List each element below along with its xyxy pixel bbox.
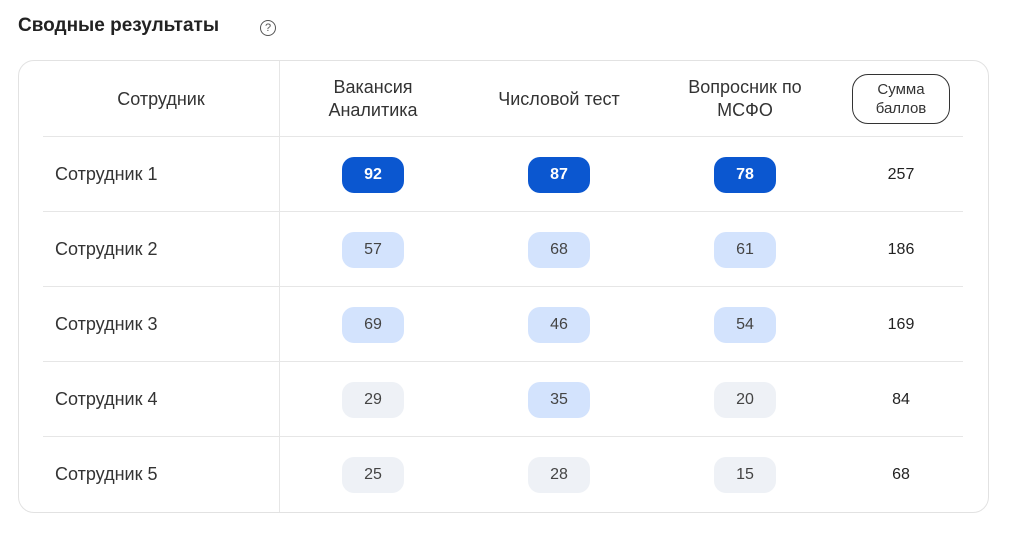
header-text: Числовой тест <box>498 88 620 109</box>
employee-name: Сотрудник 1 <box>55 164 158 184</box>
score-badge: 20 <box>714 381 776 418</box>
score-badge: 25 <box>342 456 404 493</box>
help-icon[interactable]: ? <box>260 20 276 36</box>
total-score: 68 <box>892 465 910 483</box>
score-cell: 29 <box>323 362 423 437</box>
total-score: 186 <box>887 240 915 258</box>
header-text: Сотрудник <box>117 88 205 109</box>
score-cell: 61 <box>695 212 795 287</box>
score-cell: 46 <box>509 287 609 362</box>
score-badge: 35 <box>528 381 590 418</box>
total-score: 169 <box>887 315 915 333</box>
employee-name: Сотрудник 2 <box>55 239 158 259</box>
score-cell: 68 <box>509 212 609 287</box>
column-header: Числовой тест <box>466 61 652 137</box>
score-badge: 28 <box>528 456 590 493</box>
score-badge: 46 <box>528 306 590 343</box>
column-header: Сумма баллов <box>808 61 994 137</box>
score-badge: 61 <box>714 231 776 268</box>
score-badge: 15 <box>714 456 776 493</box>
score-badge: 57 <box>342 231 404 268</box>
row-divider <box>43 286 963 287</box>
header-text: Вопросник по МСФО <box>688 77 802 120</box>
score-badge: 68 <box>528 231 590 268</box>
score-cell: 25 <box>323 437 423 512</box>
column-header: Сотрудник <box>68 61 254 137</box>
page-title: Сводные результаты <box>18 15 220 36</box>
score-cell: 54 <box>695 287 795 362</box>
total-score: 257 <box>887 165 915 183</box>
row-divider <box>43 361 963 362</box>
score-badge: 92 <box>342 156 404 193</box>
score-cell: 35 <box>509 362 609 437</box>
score-cell: 78 <box>695 137 795 212</box>
employee-name: Сотрудник 4 <box>55 389 158 409</box>
score-cell: 69 <box>323 287 423 362</box>
score-badge: 69 <box>342 306 404 343</box>
score-badge: 29 <box>342 381 404 418</box>
row-divider <box>43 436 963 437</box>
score-cell: 57 <box>323 212 423 287</box>
score-cell: 87 <box>509 137 609 212</box>
score-badge: 87 <box>528 156 590 193</box>
column-header: Вопросник по МСФО <box>652 61 838 137</box>
row-divider <box>43 211 963 212</box>
employee-name: Сотрудник 3 <box>55 314 158 334</box>
score-badge: 54 <box>714 306 776 343</box>
sort-button[interactable]: Сумма баллов <box>852 74 950 124</box>
score-cell: 20 <box>695 362 795 437</box>
score-cell: 92 <box>323 137 423 212</box>
employee-name: Сотрудник 5 <box>55 464 158 484</box>
column-header: Вакансия Аналитика <box>280 61 466 137</box>
score-cell: 28 <box>509 437 609 512</box>
header-text: Вакансия Аналитика <box>328 77 418 120</box>
score-badge: 78 <box>714 156 776 193</box>
total-score: 84 <box>892 390 910 408</box>
score-cell: 15 <box>695 437 795 512</box>
row-divider <box>43 136 963 137</box>
table-card <box>18 60 989 513</box>
